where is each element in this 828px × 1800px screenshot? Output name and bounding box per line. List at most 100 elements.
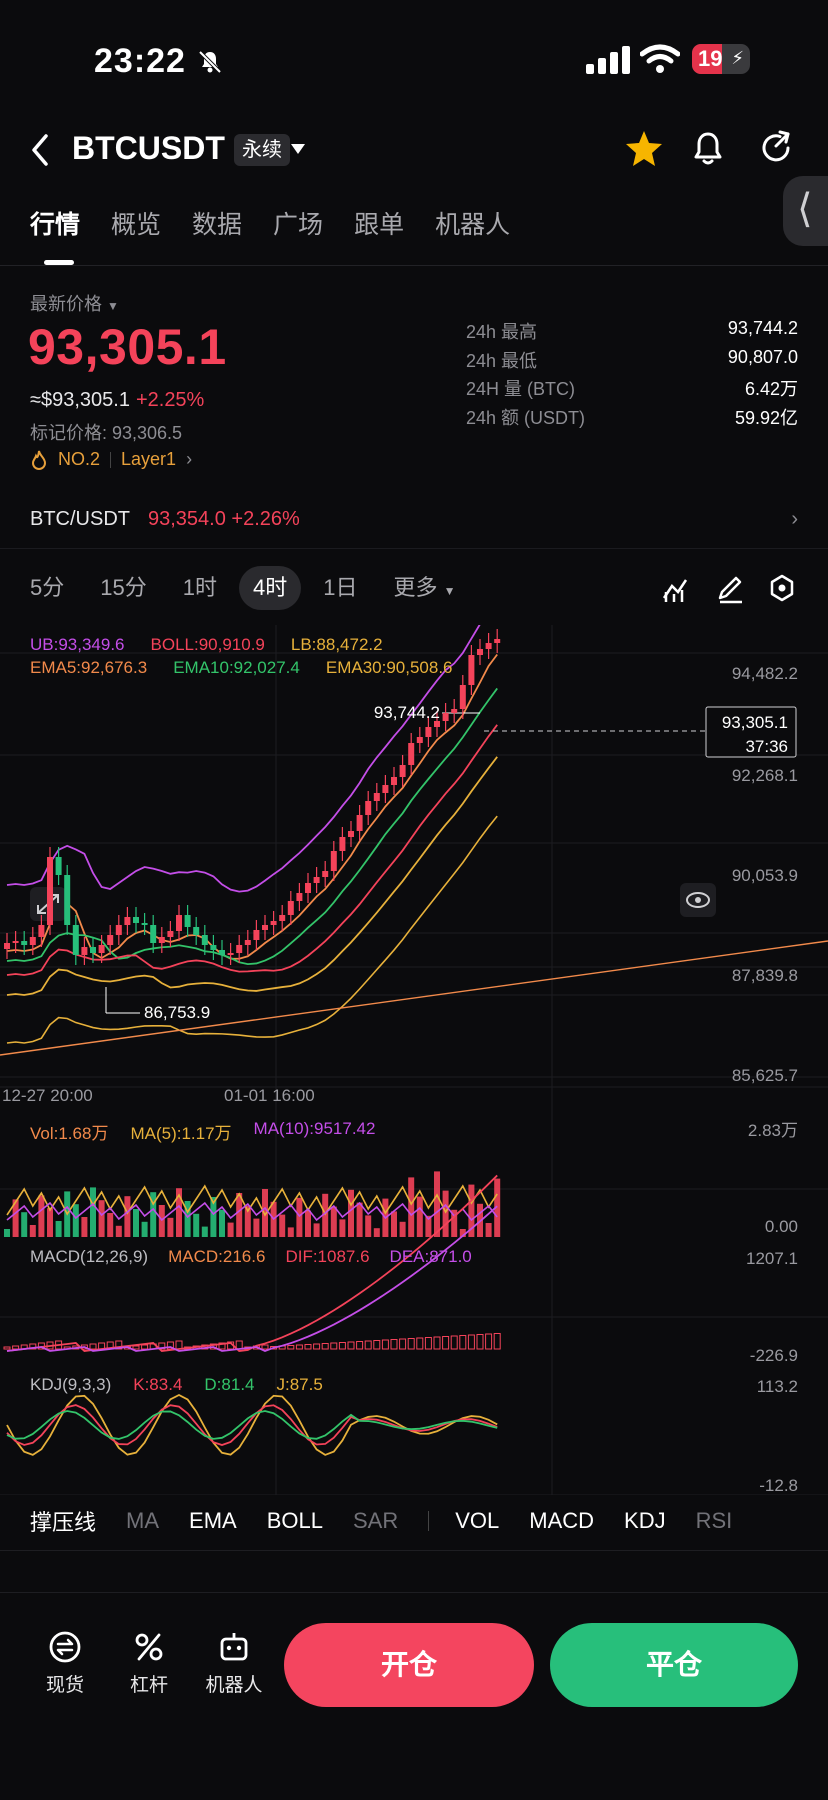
volume-bar <box>339 1219 346 1237</box>
ind-tab-kdj[interactable]: KDJ <box>624 1508 666 1533</box>
boll-mid: BOLL:90,910.9 <box>150 635 265 654</box>
ema30-line <box>6 756 498 996</box>
y-axis-label: 94,482.2 <box>732 664 798 683</box>
volume-bar <box>459 1229 466 1237</box>
candle-body <box>115 925 122 935</box>
tab-market[interactable]: 行情 <box>30 205 80 265</box>
macd-histogram-bar <box>321 1343 329 1350</box>
macd-dea: DEA:871.0 <box>389 1247 472 1266</box>
macd-histogram-bar <box>115 1340 123 1350</box>
bell-alert-icon[interactable] <box>690 128 726 168</box>
bot-button[interactable]: 机器人 <box>199 1630 269 1697</box>
interval-more[interactable]: 更多 ▼ <box>393 575 456 600</box>
candle-body <box>81 947 88 955</box>
ema10-line <box>6 687 498 966</box>
ema30: EMA30:90,508.6 <box>325 658 453 677</box>
pencil-draw-icon[interactable] <box>718 576 742 604</box>
divider <box>0 265 828 266</box>
current-price-box <box>705 706 797 758</box>
ind-tab-ema[interactable]: EMA <box>189 1508 237 1533</box>
chevron-down-icon[interactable] <box>290 142 306 156</box>
candle-body <box>21 941 28 945</box>
candle-body <box>201 935 208 945</box>
leverage-button[interactable]: 杠杆 <box>114 1630 184 1697</box>
candle-body <box>348 831 354 837</box>
spot-pair-row[interactable]: BTC/USDT 93,354.0 +2.26% › <box>30 508 798 531</box>
macd-histogram-bar <box>218 1342 226 1350</box>
x-axis-label: 01-01 16:00 <box>224 1086 315 1105</box>
kline-chart-svg[interactable]: 94,482.2 92,268.1 90,053.9 87,839.8 85,625.7… <box>0 595 828 1496</box>
kdj-j-line <box>6 1393 498 1456</box>
candle-body <box>124 917 131 925</box>
candle-body <box>167 931 174 937</box>
open-position-button[interactable]: 开仓 <box>284 1623 534 1707</box>
interval-1d[interactable]: 1日 <box>323 575 358 600</box>
y-axis-label: 85,625.7 <box>732 1066 798 1085</box>
title-row: BTCUSDT 永续 <box>0 120 828 180</box>
tab-square[interactable]: 广场 <box>273 211 324 239</box>
macd-histogram-bar <box>89 1343 97 1350</box>
macd-histogram-bar <box>442 1336 450 1350</box>
star-favorite-icon[interactable] <box>624 128 664 168</box>
ind-tab-sar[interactable]: SAR <box>352 1508 399 1533</box>
kdj-d-line <box>6 1410 498 1440</box>
ind-tab-support[interactable]: 撑压线 <box>30 1510 97 1535</box>
candle-body <box>399 765 406 777</box>
volume-bar <box>227 1222 234 1237</box>
tab-data[interactable]: 数据 <box>192 211 243 239</box>
settings-hexagon-icon[interactable] <box>770 574 794 602</box>
vol-ma10-line <box>6 1201 498 1222</box>
ind-tab-macd[interactable]: MACD <box>529 1508 595 1533</box>
close-position-button[interactable]: 平仓 <box>550 1623 798 1707</box>
volume-bar <box>408 1177 415 1237</box>
volume-bar <box>201 1226 208 1237</box>
side-drawer-handle[interactable]: ⟨ <box>783 176 828 246</box>
macd-histogram-bar <box>3 1346 11 1350</box>
symbol-title[interactable]: BTCUSDT <box>72 130 225 166</box>
interval-5m[interactable]: 5分 <box>30 575 65 600</box>
macd-axis-top: 1207.1 <box>746 1249 798 1268</box>
share-icon[interactable] <box>758 128 794 168</box>
candle-body <box>330 851 337 871</box>
macd-histogram-bar <box>330 1342 338 1350</box>
y-axis-label: 90,053.9 <box>732 866 798 885</box>
macd-dea-line <box>6 1205 498 1352</box>
macd-readout: MACD(12,26,9) MACD:216.6 DIF:1087.6 DEA:… <box>30 1247 472 1267</box>
candle-body <box>12 941 19 943</box>
candle-body <box>494 639 501 643</box>
volume-bar <box>98 1200 105 1237</box>
volume-bar <box>305 1210 311 1237</box>
interval-15m[interactable]: 15分 <box>100 575 147 600</box>
rank-row[interactable]: NO.2 Layer1 › <box>30 449 192 470</box>
candle-body <box>365 801 372 815</box>
x-axis-label: 12-27 20:00 <box>2 1086 93 1105</box>
interval-1h[interactable]: 1时 <box>182 575 217 600</box>
price-label[interactable]: 最新价格 ▼ <box>30 294 119 314</box>
macd-histogram-bar <box>287 1345 295 1350</box>
kdj-readout: KDJ(9,3,3) K:83.4 D:81.4 J:87.5 <box>30 1375 323 1395</box>
spot-button[interactable]: 现货 <box>30 1630 100 1697</box>
tab-copy-trade[interactable]: 跟单 <box>354 211 405 239</box>
ind-tab-rsi[interactable]: RSI <box>695 1508 733 1533</box>
ind-tab-ma[interactable]: MA <box>126 1508 160 1533</box>
kline-chart[interactable]: 94,482.2 92,268.1 90,053.9 87,839.8 85,625.7… <box>0 595 828 1496</box>
back-arrow-icon[interactable] <box>26 130 56 170</box>
kdj-axis-bottom: -12.8 <box>759 1476 798 1495</box>
divider <box>0 548 828 549</box>
vol-readout: Vol:1.68万 MA(5):1.17万 MA(10):9517.42 <box>30 1119 375 1144</box>
volume-bar <box>21 1212 28 1237</box>
indicator-icon[interactable] <box>662 579 688 602</box>
volume-bar <box>90 1187 96 1237</box>
macd-histogram-bar <box>295 1344 303 1350</box>
eye-icon-pupil <box>695 897 701 903</box>
ind-tab-vol[interactable]: VOL <box>455 1508 500 1533</box>
boll-upper-line <box>6 595 498 893</box>
volume-bar <box>262 1189 268 1237</box>
candle-body <box>253 930 260 940</box>
tab-overview[interactable]: 概览 <box>111 211 162 239</box>
interval-4h[interactable]: 4时 <box>238 566 302 610</box>
kdj-k-line <box>6 1404 498 1446</box>
chevron-right-icon: › <box>186 449 193 469</box>
tab-bot[interactable]: 机器人 <box>435 211 511 239</box>
ind-tab-boll[interactable]: BOLL <box>266 1508 323 1533</box>
